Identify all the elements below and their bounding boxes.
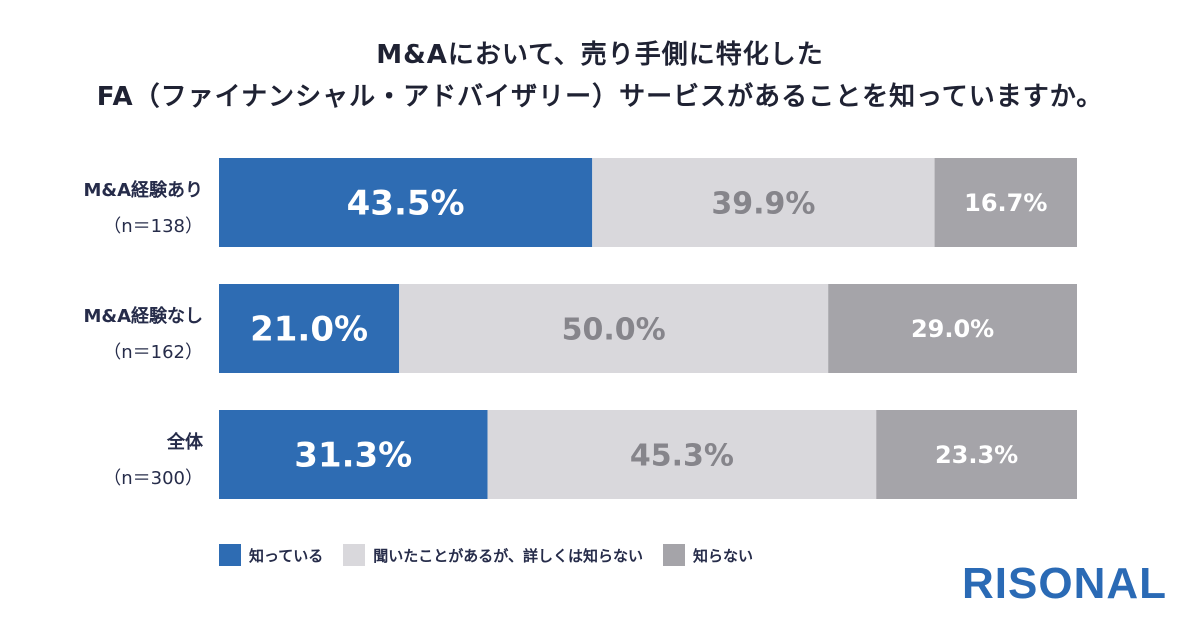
data-label: 29.0% xyxy=(911,315,994,343)
bar-segment xyxy=(219,284,400,373)
chart-title-line2: FA（ファイナンシャル・アドバイザリー）サービスがあることを知っていますか。 xyxy=(96,82,1104,112)
category-label: M&A経験なし xyxy=(83,305,203,327)
bar-segment xyxy=(219,410,488,499)
legend-swatch xyxy=(219,544,241,566)
legend-item: 聞いたことがあるが、詳しくは知らない xyxy=(343,544,643,566)
data-label: 50.0% xyxy=(562,312,666,347)
category-label: M&A経験あり xyxy=(83,179,203,201)
bar-segment xyxy=(828,284,1077,373)
bar-segment xyxy=(592,158,935,247)
data-label: 45.3% xyxy=(630,438,734,473)
legend-item: 知っている xyxy=(219,544,323,566)
data-label: 39.9% xyxy=(711,186,815,221)
bar-segment xyxy=(876,410,1077,499)
bar-segment xyxy=(487,410,877,499)
category-sample-size: （n＝162） xyxy=(103,342,203,363)
chart-title-line1: M&Aにおいて、売り手側に特化した xyxy=(376,40,824,70)
data-label: 23.3% xyxy=(935,441,1018,469)
bar-segment xyxy=(399,284,829,373)
data-label: 21.0% xyxy=(250,310,368,350)
data-label: 43.5% xyxy=(347,184,465,224)
category-sample-size: （n＝138） xyxy=(103,216,203,237)
legend-swatch xyxy=(343,544,366,566)
legend-label: 聞いたことがあるが、詳しくは知らない xyxy=(373,546,643,565)
bar-segment xyxy=(934,158,1077,247)
legend: 知っている 聞いたことがあるが、詳しくは知らない 知らない xyxy=(219,544,773,566)
legend-label: 知らない xyxy=(692,546,753,565)
bar-segment xyxy=(219,158,593,247)
data-label: 16.7% xyxy=(964,189,1047,217)
data-label: 31.3% xyxy=(294,436,412,476)
legend-swatch xyxy=(662,544,685,566)
risonal-logo: RISONAL xyxy=(962,559,1167,608)
category-sample-size: （n＝300） xyxy=(103,468,203,489)
category-label: 全体 xyxy=(166,431,204,453)
legend-item: 知らない xyxy=(662,544,753,566)
legend-label: 知っている xyxy=(249,546,324,565)
